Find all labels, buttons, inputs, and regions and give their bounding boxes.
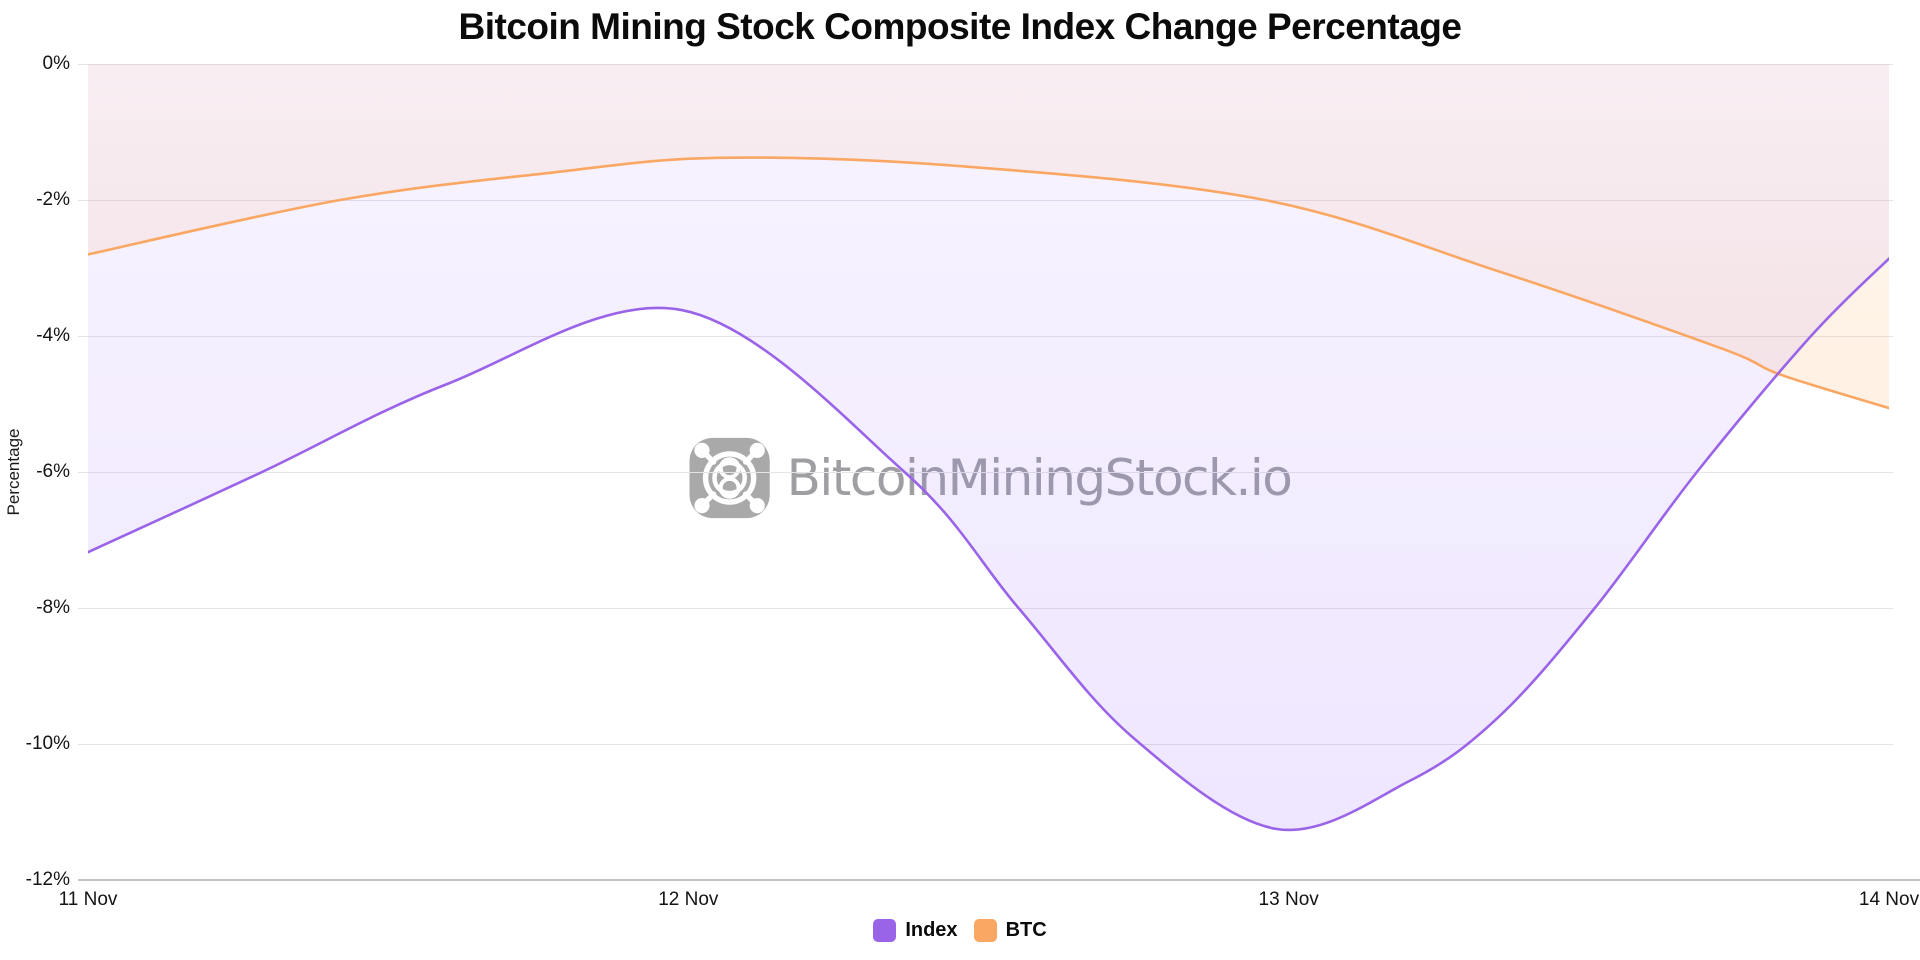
legend-item-index[interactable]: Index [873,919,958,942]
y-axis-tick-label: -8% [36,597,70,618]
index-area-fill [88,64,1889,830]
x-axis-line [78,879,1920,881]
x-axis-tick-label: 11 Nov [58,889,118,910]
chart-legend: Index BTC [0,919,1920,942]
chart-plot-area[interactable] [88,64,1889,880]
y-axis-tick-label: 0% [42,53,70,74]
gridline [78,608,1893,609]
legend-swatch-index [873,919,897,942]
x-axis-tick-label: 14 Nov [1858,889,1920,910]
legend-label-btc: BTC [1005,919,1047,941]
y-axis-tick-label: -12% [25,869,70,890]
legend-label-index: Index [905,919,958,941]
index-line [88,257,1889,832]
y-axis-tick-label: -4% [36,325,70,346]
bitcoinminingstock-logo-icon [689,437,770,519]
chart-title: Bitcoin Mining Stock Composite Index Cha… [458,6,1462,47]
y-axis-tick-label: -2% [36,189,70,210]
x-axis-tick-label: 12 Nov [658,889,719,910]
y-axis-tick-label: -10% [25,733,70,754]
gridline [78,744,1893,745]
legend-item-btc[interactable]: BTC [973,919,1047,942]
y-axis-title: Percentage [4,428,23,516]
btc-line [88,156,1889,410]
x-axis-tick-label: 13 Nov [1258,889,1319,910]
legend-swatch-btc [973,919,997,942]
y-axis-tick-label: -6% [36,461,70,482]
